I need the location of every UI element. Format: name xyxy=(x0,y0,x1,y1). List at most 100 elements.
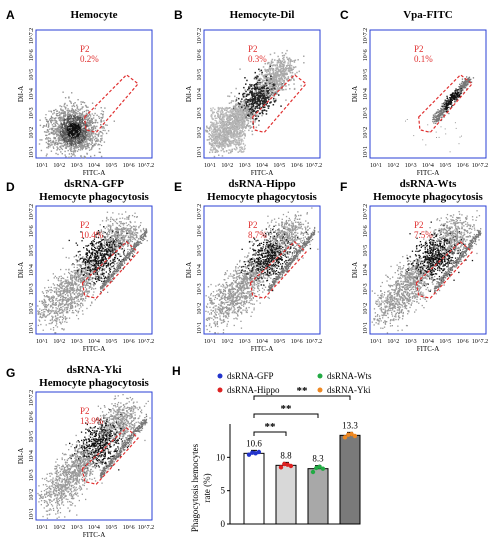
x-tick-label: 10^5 xyxy=(439,163,451,169)
y-tick-label: 10^1 xyxy=(363,146,369,158)
y-tick-label: 10^5 xyxy=(197,69,203,81)
x-axis-label: FITC-A xyxy=(83,531,106,538)
x-tick-label: 10^7.2 xyxy=(306,339,322,345)
plot-frame xyxy=(370,30,486,158)
y-tick-label: 10^2 xyxy=(197,127,203,139)
y-tick-label: 10^2 xyxy=(363,303,369,315)
x-tick-label: 10^1 xyxy=(204,339,216,345)
legend-marker xyxy=(218,374,223,379)
value-label: 10.6 xyxy=(246,438,262,448)
y-tick-label: 10^7.2 xyxy=(29,390,35,406)
y-axis-label: Dil-A xyxy=(351,262,359,278)
gate-value: 10.4% xyxy=(80,230,104,240)
x-tick-label: 10^7.2 xyxy=(138,525,154,531)
legend-marker xyxy=(318,388,323,393)
x-tick-label: 10^3 xyxy=(71,525,83,531)
y-axis-label: Dil-A xyxy=(17,86,25,102)
x-tick-label: 10^7.2 xyxy=(306,163,322,169)
x-tick-label: 10^5 xyxy=(105,163,117,169)
value-label: 13.3 xyxy=(342,420,358,430)
y-tick-label: 10^3 xyxy=(29,469,35,481)
x-tick-label: 10^3 xyxy=(239,339,251,345)
x-tick-label: 10^3 xyxy=(239,163,251,169)
x-axis-label: FITC-A xyxy=(83,345,106,352)
x-tick-label: 10^2 xyxy=(221,163,233,169)
significance-label: ** xyxy=(265,421,277,433)
y-tick-label: 10^4 xyxy=(363,88,369,100)
data-point xyxy=(311,470,315,474)
x-tick-label: 10^7.2 xyxy=(472,163,488,169)
y-tick-label: 10^4 xyxy=(197,88,203,100)
y-tick-label: 10^1 xyxy=(29,146,35,158)
legend-label: dsRNA-Yki xyxy=(327,385,371,395)
y-tick-label: 10^1 xyxy=(197,322,203,334)
gate-name: P2 xyxy=(414,44,424,54)
y-tick-label: 10^3 xyxy=(363,283,369,295)
legend-label: dsRNA-Hippo xyxy=(227,385,280,395)
x-tick-label: 10^1 xyxy=(36,525,48,531)
panel-letter-h: H xyxy=(172,364,181,378)
legend-marker xyxy=(218,388,223,393)
x-tick-label: 10^2 xyxy=(53,163,65,169)
gate-name: P2 xyxy=(80,220,90,230)
y-tick-label: 10^4 xyxy=(29,450,35,462)
significance-label: ** xyxy=(281,403,293,415)
y-tick-label: 10^6 xyxy=(29,225,35,237)
y-tick-label: 10^6 xyxy=(197,49,203,61)
x-tick-label: 10^1 xyxy=(370,163,382,169)
gate-name: P2 xyxy=(414,220,424,230)
x-tick-label: 10^1 xyxy=(36,339,48,345)
data-point xyxy=(321,466,325,470)
x-axis-label: FITC-A xyxy=(83,169,106,176)
y-axis-label: Phagocytosis hemocytes xyxy=(190,443,200,532)
legend-marker xyxy=(318,374,323,379)
gate-value: 7.5% xyxy=(414,230,433,240)
x-tick-label: 10^3 xyxy=(71,339,83,345)
gate-name: P2 xyxy=(248,44,258,54)
y-tick-label: 10^2 xyxy=(29,303,35,315)
x-tick-label: 10^6 xyxy=(123,163,135,169)
y-tick-label: 10^7.2 xyxy=(29,28,35,44)
gate-value: 13.9% xyxy=(80,416,104,426)
x-tick-label: 10^1 xyxy=(204,163,216,169)
y-tick-label: 10^5 xyxy=(197,245,203,257)
y-tick-label: 10^2 xyxy=(29,127,35,139)
y-tick-label: 5 xyxy=(221,486,226,496)
gate-name: P2 xyxy=(80,44,90,54)
value-label: 8.3 xyxy=(312,454,324,464)
y-tick-label: 10^5 xyxy=(29,69,35,81)
y-axis-label: Dil-A xyxy=(17,448,25,464)
x-tick-label: 10^5 xyxy=(105,339,117,345)
y-tick-label: 10^5 xyxy=(29,245,35,257)
y-tick-label: 10^6 xyxy=(29,411,35,423)
y-tick-label: 10^2 xyxy=(197,303,203,315)
y-tick-label: 0 xyxy=(221,519,226,529)
x-tick-label: 10^5 xyxy=(105,525,117,531)
x-tick-label: 10^6 xyxy=(291,339,303,345)
y-axis-label: Dil-A xyxy=(185,262,193,278)
data-point xyxy=(289,464,293,468)
y-tick-label: 10^4 xyxy=(197,264,203,276)
bar-dsrna-wts xyxy=(308,469,328,524)
x-tick-label: 10^2 xyxy=(387,163,399,169)
y-axis-label: Dil-A xyxy=(17,262,25,278)
x-tick-label: 10^7.2 xyxy=(138,163,154,169)
plot-frame xyxy=(36,30,152,158)
x-axis-label: FITC-A xyxy=(417,169,440,176)
y-tick-label: 10^6 xyxy=(363,225,369,237)
y-tick-label: 10^1 xyxy=(29,508,35,520)
y-tick-label: 10^6 xyxy=(29,49,35,61)
legend-label: dsRNA-GFP xyxy=(227,371,274,381)
